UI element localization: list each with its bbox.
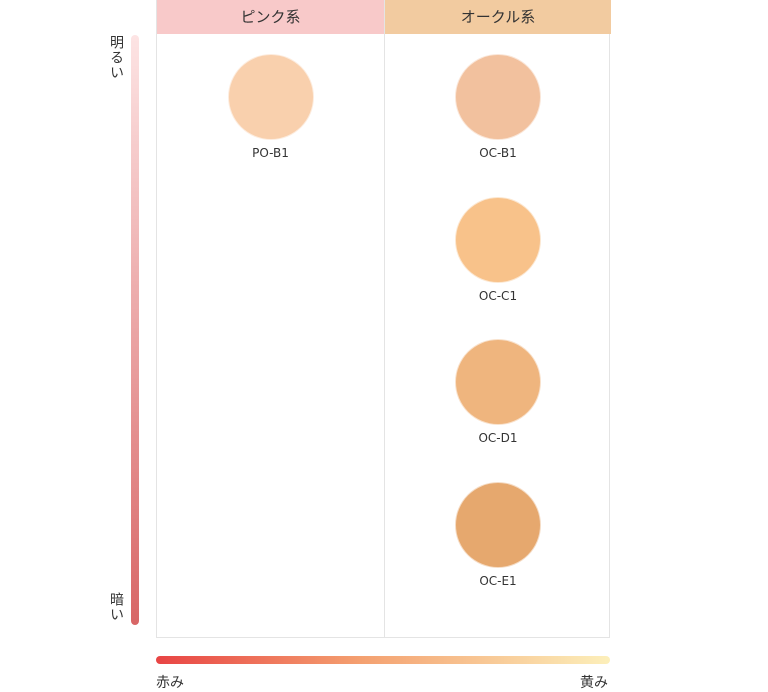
- grid: ピンク系 PO-B1 オークル系 OC-B1 OC-C1 OC-D1 OC-E1: [156, 0, 611, 638]
- swatch-label: PO-B1: [252, 146, 289, 160]
- column-header: ピンク系: [157, 0, 384, 34]
- swatch: [455, 339, 541, 426]
- swatch: [455, 196, 541, 283]
- axis-left-label: 赤み: [156, 675, 184, 691]
- vertical-gradient-bar: [131, 35, 139, 625]
- column: オークル系 OC-B1 OC-C1 OC-D1 OC-E1: [384, 0, 611, 637]
- axis-top-label: 明るい: [108, 35, 124, 80]
- column: ピンク系 PO-B1: [157, 0, 384, 637]
- swatch-label: OC-D1: [478, 431, 518, 446]
- column-header: オークル系: [385, 0, 611, 34]
- swatch-label: OC-B1: [479, 146, 517, 160]
- swatch: [455, 54, 541, 140]
- horizontal-gradient-bar: [156, 656, 610, 664]
- swatch-label: OC-C1: [478, 288, 518, 303]
- swatch: [455, 482, 541, 569]
- swatch: [227, 54, 314, 140]
- axis-bottom-label: 暗い: [108, 592, 124, 622]
- axis-right-label: 黄み: [580, 675, 608, 691]
- swatch-label: OC-E1: [479, 574, 517, 589]
